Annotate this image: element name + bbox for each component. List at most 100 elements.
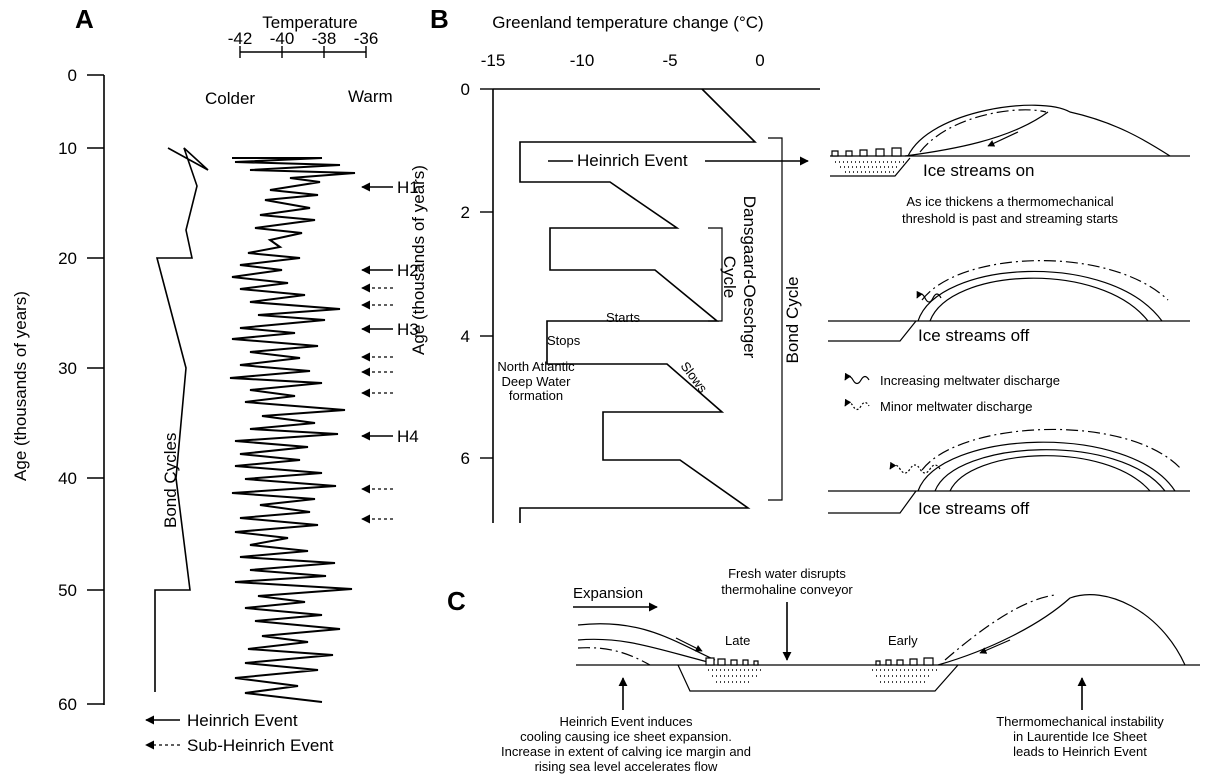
temperature-record-curve bbox=[229, 157, 356, 703]
ice-streams-on-diagram: Ice streams on As ice thickens a thermom… bbox=[830, 104, 1190, 226]
x-tick-label: -5 bbox=[662, 51, 677, 70]
threshold-note-line1: As ice thickens a thermomechanical bbox=[906, 194, 1113, 209]
panel-b-yaxis-title: Age (thousands of years) bbox=[409, 165, 428, 355]
temp-tick-label: -42 bbox=[228, 29, 253, 48]
legend-increasing-meltwater-icon bbox=[844, 372, 870, 385]
panel-a-yaxis-ticks: 0 10 20 30 40 50 60 bbox=[58, 66, 104, 714]
legend-minor-meltwater-icon bbox=[844, 398, 870, 411]
starts-label: Starts bbox=[606, 310, 640, 325]
ice-dome-outline-dashed bbox=[921, 260, 1169, 301]
greenland-temperature-curve bbox=[519, 88, 757, 523]
temp-tick-label: -38 bbox=[312, 29, 337, 48]
ice-streams-off-label-2: Ice streams off bbox=[918, 499, 1029, 518]
ice-streams-off-diagram-2: Ice streams off bbox=[828, 428, 1190, 518]
legend-minor-meltwater-label: Minor meltwater discharge bbox=[880, 399, 1032, 414]
y-tick-label: 4 bbox=[461, 327, 470, 346]
nadw-label-line1: North Atlantic bbox=[497, 359, 575, 374]
right-ice-dome bbox=[937, 594, 1186, 666]
x-tick-label: 0 bbox=[755, 51, 764, 70]
early-label: Early bbox=[888, 633, 918, 648]
ice-stream-surface bbox=[904, 111, 1049, 157]
meltwater-wave bbox=[916, 290, 942, 303]
y-tick-label: 40 bbox=[58, 469, 77, 488]
panel-b-xticks: -15 -10 -5 0 bbox=[481, 51, 765, 70]
calving-icebergs bbox=[831, 147, 902, 157]
heinrich-label-h1: H1 bbox=[397, 178, 419, 197]
panel-b: B Greenland temperature change (°C) -15 … bbox=[409, 4, 1190, 523]
do-cycle-bracket bbox=[708, 227, 723, 322]
sediment-dots bbox=[835, 161, 905, 173]
panel-c: C Expansion Fresh water disrupts thermoh… bbox=[447, 566, 1200, 774]
panel-a: A Temperature -42 -40 -38 -36 Colder War… bbox=[11, 4, 419, 755]
expansion-label: Expansion bbox=[573, 585, 643, 602]
left-flow-arrow bbox=[675, 637, 703, 652]
do-cycle-label-line1: Dansgaard-Oeschger bbox=[740, 196, 759, 359]
heinrich-label-h3: H3 bbox=[397, 320, 419, 339]
right-note-line2: in Laurentide Ice Sheet bbox=[1013, 729, 1147, 744]
bed-profile bbox=[828, 320, 917, 342]
legend-increasing-meltwater-label: Increasing meltwater discharge bbox=[880, 373, 1060, 388]
ice-streams-off-label-1: Ice streams off bbox=[918, 326, 1029, 345]
early-sediment bbox=[872, 669, 937, 683]
heinrich-event-label: Heinrich Event bbox=[577, 151, 688, 170]
x-tick-label: -15 bbox=[481, 51, 506, 70]
legend-heinrich-label: Heinrich Event bbox=[187, 711, 298, 730]
basin-profile bbox=[677, 664, 959, 692]
panel-a-label: A bbox=[75, 4, 94, 34]
legend-sub-heinrich-label: Sub-Heinrich Event bbox=[187, 736, 334, 755]
ice-dome-outline-dashed bbox=[921, 428, 1183, 471]
late-sediment bbox=[708, 669, 763, 683]
ice-dome-mid bbox=[934, 449, 1166, 492]
bed-profile bbox=[828, 490, 917, 514]
ice-dome bbox=[929, 277, 1149, 322]
fresh-water-note-line1: Fresh water disrupts bbox=[728, 566, 846, 581]
x-tick-label: -10 bbox=[570, 51, 595, 70]
bond-cycles-label: Bond Cycles bbox=[161, 433, 180, 528]
heinrich-label-h2: H2 bbox=[397, 261, 419, 280]
early-icebergs bbox=[875, 657, 934, 666]
bond-cycles-sawtooth bbox=[154, 147, 209, 692]
heinrich-event-label-bg bbox=[573, 148, 705, 172]
y-tick-label: 60 bbox=[58, 695, 77, 714]
y-tick-label: 2 bbox=[461, 203, 470, 222]
colder-label: Colder bbox=[205, 89, 255, 108]
temperature-ticks: -42 -40 -38 -36 bbox=[228, 29, 379, 58]
fresh-water-note-line2: thermohaline conveyor bbox=[721, 582, 853, 597]
panel-b-meltwater-legend: Increasing meltwater discharge Minor mel… bbox=[844, 372, 1060, 414]
ice-streams-on-label: Ice streams on bbox=[923, 161, 1035, 180]
right-note-line3: leads to Heinrich Event bbox=[1013, 744, 1147, 759]
threshold-note-line2: threshold is past and streaming starts bbox=[902, 211, 1119, 226]
temp-tick-label: -40 bbox=[270, 29, 295, 48]
bond-cycle-label: Bond Cycle bbox=[783, 277, 802, 364]
bed-profile bbox=[830, 157, 911, 177]
left-ice-margin-lower bbox=[577, 638, 713, 664]
minor-meltwater-wave bbox=[889, 461, 941, 474]
ice-streams-off-diagram-1: Ice streams off bbox=[828, 260, 1190, 345]
panel-b-label: B bbox=[430, 4, 449, 34]
panel-b-yticks: 0 2 4 6 bbox=[461, 80, 493, 468]
flow-arrow bbox=[987, 131, 1019, 147]
warm-label: Warm bbox=[348, 87, 393, 106]
bond-cycle-bracket bbox=[768, 137, 783, 501]
late-label: Late bbox=[725, 633, 750, 648]
ice-dome bbox=[907, 104, 1171, 157]
ice-dome bbox=[949, 455, 1151, 492]
left-ice-margin-upper bbox=[577, 623, 716, 661]
temp-tick-label: -36 bbox=[354, 29, 379, 48]
y-tick-label: 30 bbox=[58, 359, 77, 378]
panel-b-xaxis-title: Greenland temperature change (°C) bbox=[492, 13, 763, 32]
right-flow-arrow bbox=[979, 639, 1011, 654]
y-tick-label: 6 bbox=[461, 449, 470, 468]
y-tick-label: 50 bbox=[58, 581, 77, 600]
left-note-line4: rising sea level accelerates flow bbox=[535, 759, 718, 774]
heinrich-arrows: H1 H2 H3 H4 bbox=[361, 178, 419, 446]
panel-c-label: C bbox=[447, 586, 466, 616]
y-tick-label: 0 bbox=[461, 80, 470, 99]
panel-a-yaxis-title: Age (thousands of years) bbox=[11, 291, 30, 481]
y-tick-label: 0 bbox=[68, 66, 77, 85]
nadw-label-line2: Deep Water bbox=[502, 374, 572, 389]
ice-dome-outer bbox=[917, 270, 1163, 322]
left-note-line1: Heinrich Event induces bbox=[560, 714, 693, 729]
do-cycle-label-line2: Cycle bbox=[720, 256, 739, 299]
right-note-line1: Thermomechanical instability bbox=[996, 714, 1164, 729]
